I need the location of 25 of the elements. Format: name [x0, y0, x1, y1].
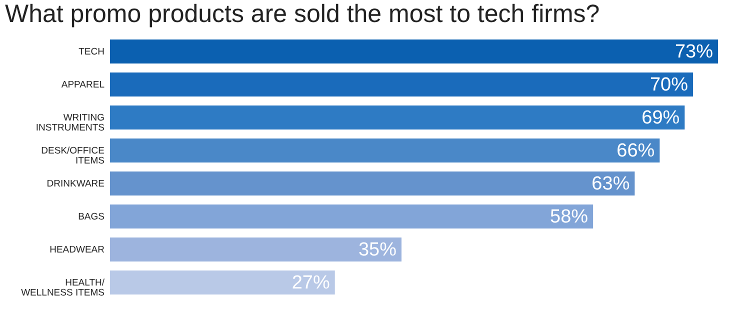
data-label: 69% — [642, 108, 680, 128]
data-label: 63% — [592, 174, 630, 194]
data-label: 35% — [358, 240, 397, 260]
data-label: 58% — [550, 206, 588, 228]
y-tick-label: DESK/OFFICE ITEMS — [41, 146, 104, 166]
bar — [110, 238, 402, 262]
bar — [110, 72, 694, 96]
y-tick-label: WRITING INSTRUMENTS — [36, 112, 104, 134]
data-label: 73% — [674, 42, 714, 62]
bar — [110, 172, 635, 196]
y-tick-label: TECH — [78, 46, 105, 58]
data-label: 66% — [616, 140, 655, 162]
data-label: 70% — [650, 74, 688, 96]
bar — [110, 106, 685, 130]
data-label: 27% — [292, 272, 330, 294]
bar — [110, 204, 594, 228]
chart-title: What promo products are sold the most to tech firms? — [5, 0, 600, 28]
bar — [110, 138, 660, 162]
bar — [110, 270, 335, 294]
y-tick-label: DRINKWARE — [46, 178, 104, 190]
y-tick-label: BAGS — [78, 212, 104, 222]
bar — [110, 40, 718, 64]
y-tick-label: HEADWEAR — [50, 244, 105, 256]
y-tick-label: APPAREL — [61, 80, 104, 90]
y-tick-label: HEALTH/ WELLNESS ITEMS — [21, 278, 105, 298]
